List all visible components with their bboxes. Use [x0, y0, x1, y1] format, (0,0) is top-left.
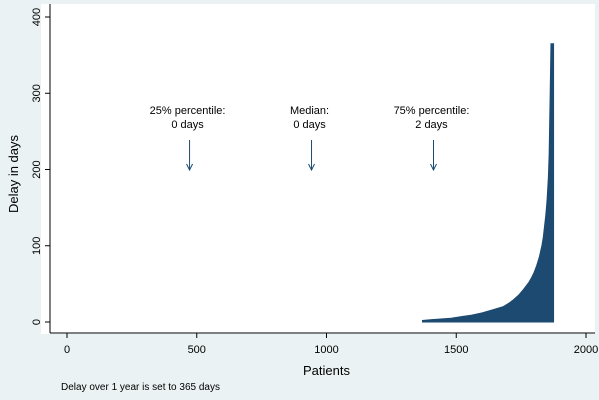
x-axis-title: Patients: [303, 363, 350, 378]
annotations: 25% percentile: 0 days Median: 0 days 75% pe…: [150, 105, 470, 172]
annotation-median-line-0: Median:: [290, 105, 329, 117]
x-tick-label: 500: [188, 344, 206, 356]
plot-area: [41, 4, 595, 334]
y-axis-ticks: 0 100 200 300 400: [31, 8, 50, 325]
annotation-median-line-1: 0 days: [293, 119, 326, 131]
x-tick-label: 0: [64, 344, 70, 356]
x-tick-label: 2000: [574, 344, 598, 356]
y-tick-label: 300: [31, 84, 43, 102]
y-tick-label: 100: [31, 237, 43, 255]
delay-area: [422, 43, 555, 323]
annotation-median-arrowhead: [308, 163, 315, 172]
annotation-p75-line-1: 2 days: [415, 119, 448, 131]
annotation-p25-line-0: 25% percentile:: [150, 105, 226, 117]
y-tick-label: 0: [31, 319, 43, 325]
annotation-p75-arrowhead: [430, 163, 437, 172]
x-axis-ticks: 0 500 1000 1500 2000: [64, 333, 598, 356]
y-tick-label: 400: [31, 8, 43, 26]
footnote: Delay over 1 year is set to 365 days: [61, 382, 220, 393]
y-tick-label: 200: [31, 160, 43, 178]
annotation-p25-arrowhead: [186, 163, 194, 172]
x-tick-label: 1500: [444, 344, 468, 356]
x-tick-label: 1000: [314, 344, 338, 356]
annotation-p25-line-1: 0 days: [171, 119, 204, 131]
y-axis-title: Delay in days: [6, 134, 21, 213]
annotation-p75-line-0: 75% percentile:: [394, 105, 470, 117]
